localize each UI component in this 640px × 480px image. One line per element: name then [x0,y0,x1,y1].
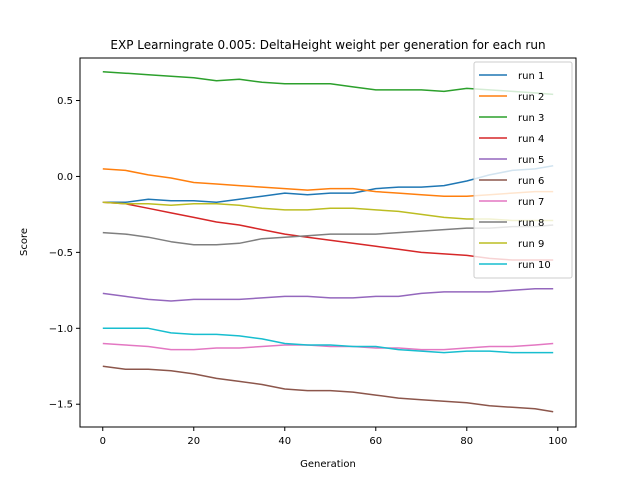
legend-label-8: run 8 [518,218,544,229]
legend-box [473,61,573,279]
y-tick-label: −1.5 [49,400,73,411]
x-tick-label: 60 [369,436,382,447]
x-tick-label: 100 [548,436,567,447]
y-axis: −1.5 −1.0 −0.5 0.0 0.5 [49,96,80,411]
legend: run 1 run 2 run 3 run 4 run 5 run 6 run 7 run 8… [473,61,573,279]
legend-label-2: run 2 [518,92,544,103]
series-line-5 [102,288,554,302]
legend-label-6: run 6 [518,176,544,187]
series-line-7 [102,342,554,351]
legend-label-9: run 9 [518,239,544,250]
legend-label-10: run 10 [518,260,551,271]
legend-label-7: run 7 [518,197,544,208]
x-axis: 0 20 40 60 80 100 [100,427,567,447]
legend-label-5: run 5 [518,155,544,166]
x-tick-label: 20 [187,436,200,447]
chart-title: EXP Learningrate 0.005: DeltaHeight weig… [110,38,545,52]
legend-label-4: run 4 [518,134,544,145]
plot-lines [102,70,554,413]
x-tick-label: 40 [278,436,291,447]
x-tick-label: 0 [100,436,106,447]
series-line-6 [102,365,554,413]
y-tick-label: −0.5 [49,248,73,259]
y-axis-label: Score [19,228,30,256]
y-tick-label: 0.0 [57,172,73,183]
x-axis-label: Generation [300,459,356,470]
legend-label-3: run 3 [518,113,544,124]
series-line-10 [102,327,554,354]
x-tick-label: 80 [460,436,473,447]
plot-frame [79,57,577,428]
y-tick-label: 0.5 [57,96,73,107]
legend-label-1: run 1 [518,71,544,82]
y-tick-label: −1.0 [49,324,73,335]
